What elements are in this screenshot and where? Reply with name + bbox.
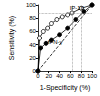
svg-text:1-Specificity (%): 1-Specificity (%) bbox=[40, 84, 91, 92]
svg-text:100: 100 bbox=[87, 73, 98, 79]
svg-text:Sensitivity (%): Sensitivity (%) bbox=[8, 16, 16, 60]
svg-text:40: 40 bbox=[29, 42, 36, 48]
svg-text:0: 0 bbox=[32, 68, 36, 75]
svg-text:0: 0 bbox=[36, 73, 40, 79]
svg-text:100: 100 bbox=[26, 2, 37, 8]
svg-text:80: 80 bbox=[78, 73, 85, 79]
svg-text:40: 40 bbox=[56, 73, 63, 79]
svg-text:20: 20 bbox=[45, 73, 52, 79]
svg-text:IP-10: IP-10 bbox=[70, 5, 85, 11]
svg-text:80: 80 bbox=[29, 15, 36, 21]
svg-text:20: 20 bbox=[29, 55, 36, 61]
svg-text:60: 60 bbox=[29, 28, 36, 34]
svg-text:60: 60 bbox=[67, 73, 74, 79]
svg-text:IFN-γ: IFN-γ bbox=[48, 39, 63, 45]
